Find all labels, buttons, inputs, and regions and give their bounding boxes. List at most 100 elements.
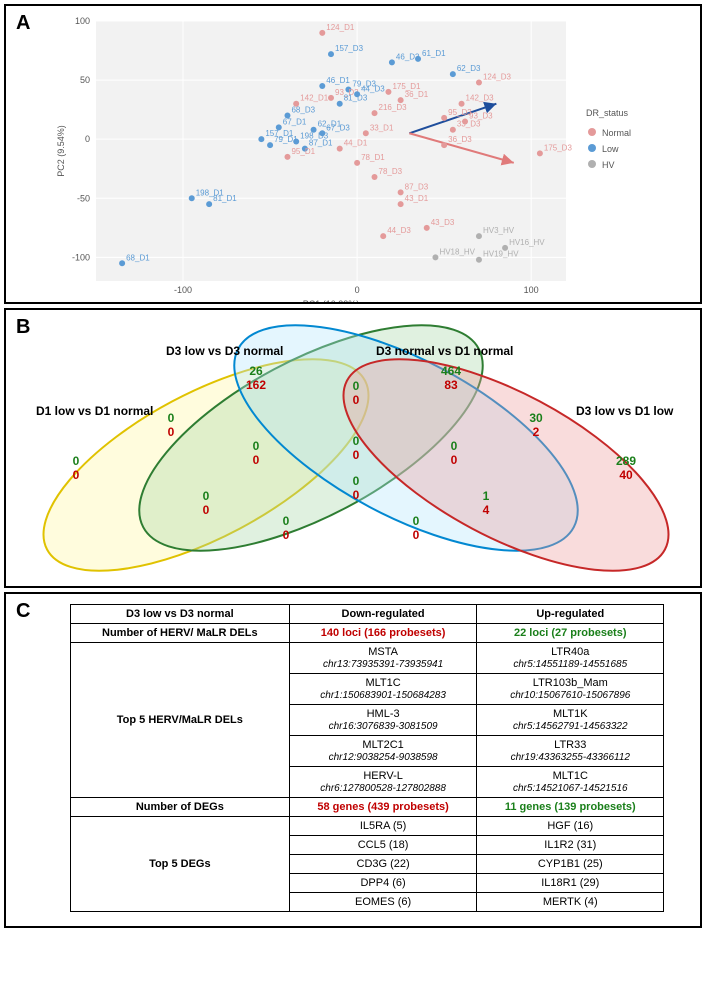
svg-text:4: 4 bbox=[483, 503, 490, 517]
svg-text:PC2 (9.54%): PC2 (9.54%) bbox=[56, 125, 66, 177]
svg-text:-100: -100 bbox=[174, 285, 192, 295]
svg-text:40: 40 bbox=[619, 468, 633, 482]
svg-text:0: 0 bbox=[353, 393, 360, 407]
svg-text:33_D3: 33_D3 bbox=[457, 120, 481, 129]
svg-text:79_D1: 79_D1 bbox=[274, 135, 298, 144]
svg-text:142_D3: 142_D3 bbox=[466, 94, 495, 103]
svg-text:D3 low vs D3 normal: D3 low vs D3 normal bbox=[166, 344, 283, 358]
svg-text:43_D1: 43_D1 bbox=[405, 194, 429, 203]
deg-up-cell: HGF (16) bbox=[477, 817, 664, 836]
panel-a: A -100 0 100 -100 -50 0 50 100 PC1 (10.33%) PC2 (… bbox=[4, 4, 702, 304]
svg-text:50: 50 bbox=[80, 75, 90, 85]
panel-b-label: B bbox=[16, 316, 30, 339]
svg-text:30: 30 bbox=[529, 411, 543, 425]
panel-b: B D1 low vs D1 normal D3 low vs D3 normal… bbox=[4, 308, 702, 588]
svg-text:142_D1: 142_D1 bbox=[300, 94, 329, 103]
svg-text:HV19_HV: HV19_HV bbox=[483, 250, 519, 259]
svg-text:PC1 (10.33%): PC1 (10.33%) bbox=[303, 299, 360, 302]
th-comparison: D3 low vs D3 normal bbox=[70, 605, 289, 624]
svg-text:0: 0 bbox=[451, 453, 458, 467]
svg-text:216_D3: 216_D3 bbox=[379, 103, 408, 112]
deg-up-cell: IL18R1 (29) bbox=[477, 874, 664, 893]
th-up: Up-regulated bbox=[477, 605, 664, 624]
pca-scatter: -100 0 100 -100 -50 0 50 100 PC1 (10.33%) PC2 (9.… bbox=[6, 6, 704, 302]
svg-text:78_D1: 78_D1 bbox=[361, 153, 385, 162]
svg-text:26: 26 bbox=[249, 364, 263, 378]
svg-text:0: 0 bbox=[283, 514, 290, 528]
svg-text:289: 289 bbox=[616, 454, 636, 468]
svg-text:81_D3: 81_D3 bbox=[344, 94, 368, 103]
svg-text:68_D1: 68_D1 bbox=[126, 253, 150, 262]
svg-text:-100: -100 bbox=[72, 252, 90, 262]
svg-text:44_D1: 44_D1 bbox=[344, 139, 368, 148]
venn-diagram: D1 low vs D1 normal D3 low vs D3 normal D3… bbox=[6, 310, 704, 586]
svg-text:464: 464 bbox=[441, 364, 461, 378]
svg-text:0: 0 bbox=[413, 514, 420, 528]
svg-text:0: 0 bbox=[203, 489, 210, 503]
svg-text:0: 0 bbox=[353, 379, 360, 393]
svg-text:HV: HV bbox=[602, 160, 615, 170]
panel-c-label: C bbox=[16, 600, 30, 623]
deg-down-cell: CD3G (22) bbox=[289, 855, 477, 874]
svg-text:95_D1: 95_D1 bbox=[291, 147, 315, 156]
svg-text:78_D3: 78_D3 bbox=[379, 167, 403, 176]
herv-count-down: 140 loci (166 probesets) bbox=[289, 624, 477, 643]
svg-text:81_D1: 81_D1 bbox=[213, 194, 237, 203]
svg-text:44_D3: 44_D3 bbox=[361, 84, 385, 93]
svg-text:0: 0 bbox=[168, 411, 175, 425]
deg-down-cell: IL5RA (5) bbox=[289, 817, 477, 836]
svg-text:0: 0 bbox=[253, 439, 260, 453]
svg-text:68_D3: 68_D3 bbox=[291, 106, 315, 115]
herv-down-cell: MSTAchr13:73935391-73935941 bbox=[289, 643, 477, 674]
svg-text:100: 100 bbox=[524, 285, 539, 295]
deg-count-down: 58 genes (439 probesets) bbox=[289, 798, 477, 817]
svg-text:36_D1: 36_D1 bbox=[405, 90, 429, 99]
deg-up-cell: MERTK (4) bbox=[477, 893, 664, 912]
svg-text:44_D3: 44_D3 bbox=[387, 226, 411, 235]
th-down: Down-regulated bbox=[289, 605, 477, 624]
svg-text:0: 0 bbox=[355, 285, 360, 295]
svg-text:0: 0 bbox=[353, 474, 360, 488]
svg-text:36_D3: 36_D3 bbox=[448, 135, 472, 144]
svg-text:0: 0 bbox=[283, 528, 290, 542]
svg-text:124_D1: 124_D1 bbox=[326, 23, 355, 32]
herv-down-cell: HML-3chr16:3076839-3081509 bbox=[289, 705, 477, 736]
svg-text:HV18_HV: HV18_HV bbox=[439, 247, 475, 256]
herv-up-cell: LTR33chr19:43363255-43366112 bbox=[477, 736, 664, 767]
panel-c: C D3 low vs D3 normal Down-regulated Up-… bbox=[4, 592, 702, 928]
herv-up-cell: MLT1Cchr5:14521067-14521516 bbox=[477, 767, 664, 798]
svg-text:124_D3: 124_D3 bbox=[483, 72, 512, 81]
svg-text:0: 0 bbox=[353, 488, 360, 502]
deg-down-cell: CCL5 (18) bbox=[289, 836, 477, 855]
svg-text:33_D1: 33_D1 bbox=[370, 123, 394, 132]
svg-text:100: 100 bbox=[75, 16, 90, 26]
herv-up-cell: LTR40achr5:14551189-14551685 bbox=[477, 643, 664, 674]
svg-text:83: 83 bbox=[444, 378, 458, 392]
svg-text:0: 0 bbox=[73, 454, 80, 468]
deg-up-cell: IL1R2 (31) bbox=[477, 836, 664, 855]
deg-count-up: 11 genes (139 probesets) bbox=[477, 798, 664, 817]
svg-text:-50: -50 bbox=[77, 193, 90, 203]
deg-table: D3 low vs D3 normal Down-regulated Up-re… bbox=[70, 604, 664, 912]
svg-text:0: 0 bbox=[253, 453, 260, 467]
svg-text:HV3_HV: HV3_HV bbox=[483, 226, 515, 235]
svg-text:157_D3: 157_D3 bbox=[335, 44, 364, 53]
svg-text:0: 0 bbox=[73, 468, 80, 482]
svg-text:D3 low vs D1 low: D3 low vs D1 low bbox=[576, 404, 674, 418]
svg-text:DR_status: DR_status bbox=[586, 108, 629, 118]
svg-text:0: 0 bbox=[353, 448, 360, 462]
svg-text:Low: Low bbox=[602, 144, 619, 154]
svg-text:0: 0 bbox=[353, 434, 360, 448]
svg-text:D1 low vs D1 normal: D1 low vs D1 normal bbox=[36, 404, 153, 418]
svg-text:175_D3: 175_D3 bbox=[544, 143, 573, 152]
svg-text:0: 0 bbox=[451, 439, 458, 453]
svg-text:0: 0 bbox=[168, 425, 175, 439]
svg-text:67_D3: 67_D3 bbox=[326, 123, 350, 132]
deg-count-label: Number of DEGs bbox=[70, 798, 289, 817]
svg-text:0: 0 bbox=[85, 134, 90, 144]
deg-down-cell: EOMES (6) bbox=[289, 893, 477, 912]
svg-text:46_D1: 46_D1 bbox=[326, 76, 350, 85]
svg-text:1: 1 bbox=[483, 489, 490, 503]
deg-rows-label: Top 5 DEGs bbox=[70, 817, 289, 912]
panel-a-label: A bbox=[16, 12, 30, 35]
